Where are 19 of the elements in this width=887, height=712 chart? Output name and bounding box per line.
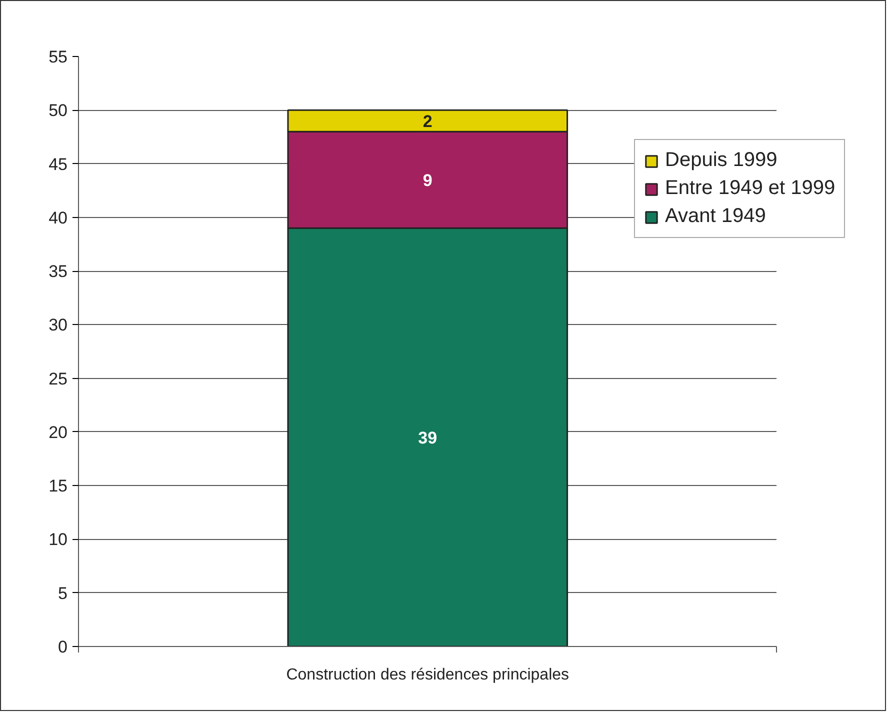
- y-tick-label: 25: [48, 369, 68, 388]
- y-tick-label: 0: [58, 638, 68, 656]
- legend-label: Depuis 1999: [665, 149, 778, 172]
- y-tick-label: 5: [58, 584, 68, 603]
- y-tick-label: 30: [48, 316, 68, 335]
- data-label: 39: [418, 428, 438, 448]
- y-tick-label: 55: [48, 48, 68, 66]
- data-label: 2: [422, 112, 432, 131]
- y-tick-label: 45: [48, 154, 68, 174]
- y-tick-label: 35: [48, 262, 68, 282]
- y-tick-label: 10: [48, 530, 68, 550]
- y-tick-label: 20: [48, 422, 68, 442]
- legend-label: Avant 1949: [665, 205, 766, 228]
- y-tick-label: 15: [48, 476, 68, 496]
- y-tick-label: 40: [48, 208, 68, 228]
- x-tick-label: Construction des résidences principales: [286, 666, 570, 684]
- y-tick-label: 50: [48, 101, 68, 120]
- data-label: 9: [422, 170, 432, 190]
- legend-label: Entre 1949 et 1999: [665, 177, 836, 200]
